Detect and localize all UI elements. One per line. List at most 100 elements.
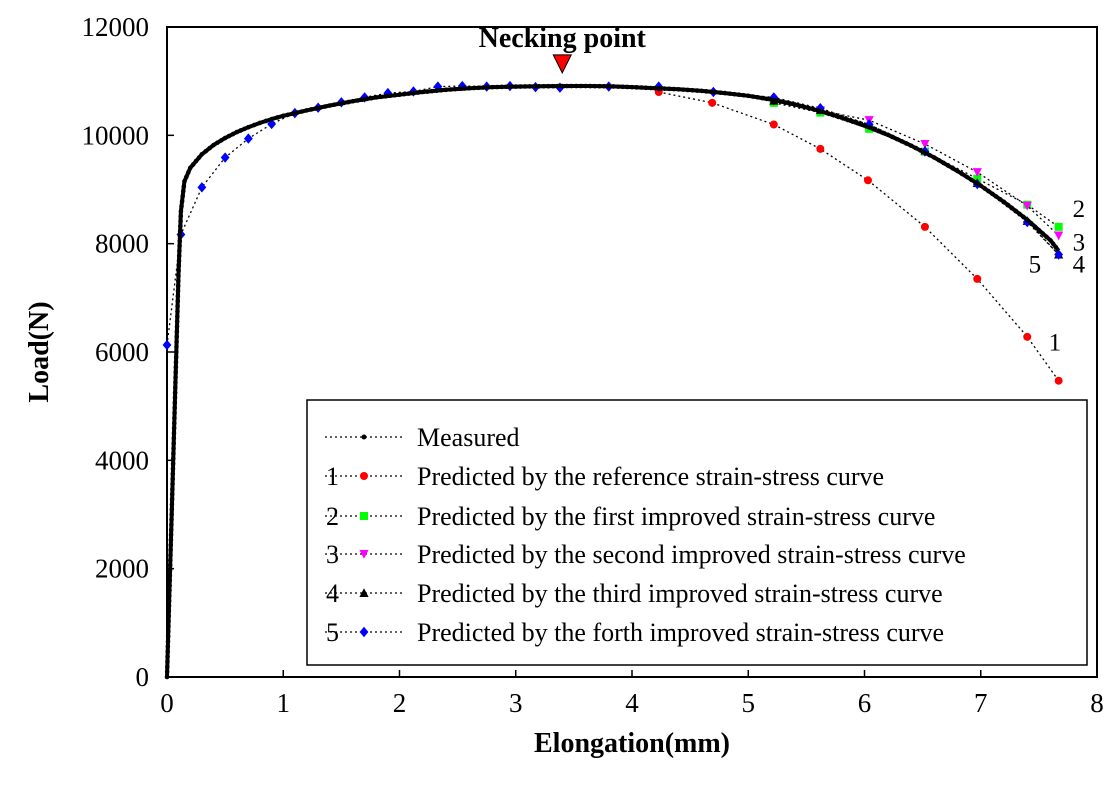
measured-point xyxy=(736,92,742,98)
measured-point xyxy=(773,98,779,103)
measured-point xyxy=(982,186,987,191)
measured-point xyxy=(387,93,393,99)
measured-point xyxy=(518,84,523,89)
measured-point xyxy=(164,664,170,670)
measured-point xyxy=(494,84,500,90)
measured-point xyxy=(1028,220,1034,226)
measured-point xyxy=(166,618,171,624)
measured-point xyxy=(199,151,205,157)
measured-point xyxy=(871,126,877,132)
measured-point xyxy=(904,141,909,146)
measured-point xyxy=(508,84,514,89)
measured-point xyxy=(308,107,314,112)
measured-point xyxy=(755,95,760,100)
measured-point xyxy=(167,578,173,583)
measured-point xyxy=(415,90,421,95)
measured-point xyxy=(973,180,979,186)
measured-point xyxy=(187,165,193,171)
measured-point xyxy=(169,507,175,512)
measured-point xyxy=(179,203,184,209)
data-point xyxy=(267,118,277,130)
series-curve-4 xyxy=(769,95,1064,259)
measured-point xyxy=(1013,208,1018,214)
necking-point-label: Necking point xyxy=(479,23,647,54)
curve-label-3: 3 xyxy=(1073,230,1086,257)
measured-point xyxy=(193,158,199,164)
measured-point xyxy=(169,522,174,527)
measured-point xyxy=(280,113,286,119)
measured-point xyxy=(169,502,175,507)
measured-point xyxy=(174,349,179,355)
measured-point xyxy=(634,85,639,90)
curve-label-4: 4 xyxy=(1073,252,1086,279)
measured-point xyxy=(182,179,187,184)
measured-point xyxy=(936,157,942,163)
measured-point xyxy=(346,99,351,105)
measured-point xyxy=(285,112,291,118)
measured-point xyxy=(950,166,956,171)
measured-point xyxy=(1036,227,1042,233)
data-point xyxy=(708,98,717,107)
measured-point xyxy=(852,120,858,125)
measured-point xyxy=(166,613,172,619)
measured-point xyxy=(411,90,416,96)
measured-point xyxy=(166,623,171,629)
measured-point xyxy=(462,86,467,91)
measured-point xyxy=(165,644,171,649)
legend-label: Predicted by the reference strain-stress… xyxy=(417,462,884,491)
measured-point xyxy=(1044,234,1049,240)
measured-point xyxy=(922,150,928,156)
measured-point xyxy=(174,344,179,350)
measured-point xyxy=(175,303,180,309)
measured-point xyxy=(186,170,191,175)
measured-point xyxy=(176,263,182,269)
measured-point xyxy=(931,155,937,160)
measured-point xyxy=(170,466,176,472)
legend-number: 3 xyxy=(326,540,339,569)
measured-point xyxy=(166,628,171,634)
legend-number: 5 xyxy=(326,618,339,647)
measured-point xyxy=(857,121,863,127)
measured-point xyxy=(480,85,486,90)
measured-point xyxy=(176,273,181,279)
x-axis-title: Elongation(mm) xyxy=(534,728,730,759)
measured-point xyxy=(990,191,995,197)
measured-point xyxy=(485,85,491,90)
series-curve-3 xyxy=(769,97,1064,241)
measured-point xyxy=(173,380,178,385)
measured-point xyxy=(592,83,598,89)
series-line xyxy=(773,102,1059,228)
measured-point xyxy=(174,329,180,334)
measured-point xyxy=(783,100,788,105)
measured-point xyxy=(177,233,183,239)
measured-point xyxy=(466,85,472,91)
measured-point xyxy=(708,89,714,95)
measured-point xyxy=(564,83,570,89)
measured-point xyxy=(238,128,243,133)
measured-point xyxy=(671,86,677,92)
legend-marker xyxy=(360,472,368,480)
measured-point xyxy=(718,90,723,95)
x-tick-label: 3 xyxy=(509,688,523,718)
measured-point xyxy=(690,87,695,93)
measured-point xyxy=(597,83,602,89)
measured-point xyxy=(741,92,746,98)
measured-point xyxy=(167,588,172,593)
data-point xyxy=(220,152,230,163)
measured-point xyxy=(490,84,495,90)
measured-point xyxy=(169,491,175,497)
legend-box xyxy=(306,399,1088,666)
measured-point xyxy=(341,100,347,106)
measured-point xyxy=(369,95,374,101)
measured-point xyxy=(993,194,999,199)
data-point xyxy=(1022,201,1032,211)
measured-point xyxy=(215,140,220,146)
measured-point xyxy=(178,213,184,219)
curve-labels: 1 2 34 5 xyxy=(1029,196,1086,357)
measured-point xyxy=(190,162,196,167)
legend-number: 1 xyxy=(326,462,339,491)
data-point xyxy=(1023,332,1032,341)
measured-point xyxy=(885,132,891,138)
measured-point xyxy=(1009,205,1015,211)
measured-point xyxy=(173,370,179,375)
